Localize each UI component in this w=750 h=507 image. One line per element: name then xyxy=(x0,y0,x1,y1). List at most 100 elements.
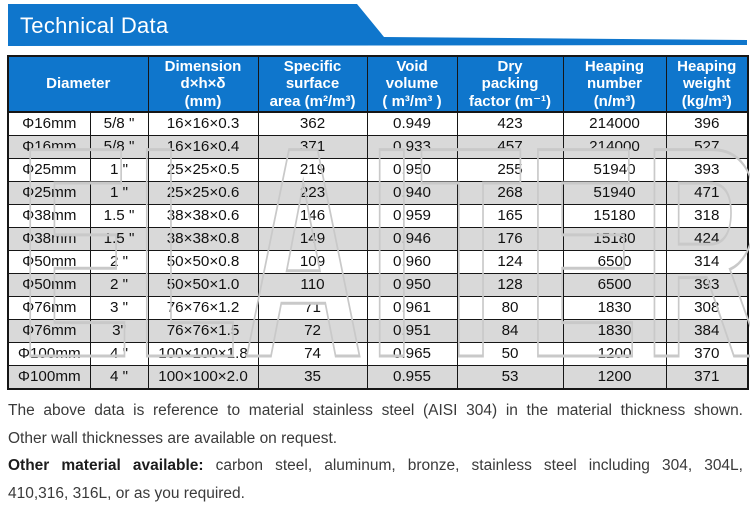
table-cell: Φ100mm xyxy=(8,366,90,390)
table-cell: 1830 xyxy=(563,320,666,343)
table-cell: Φ16mm xyxy=(8,136,90,159)
table-cell: 72 xyxy=(258,320,367,343)
table-cell: 76×76×1.2 xyxy=(148,297,258,320)
table-cell: 0.959 xyxy=(367,205,457,228)
table-cell: Φ76mm xyxy=(8,320,90,343)
table-cell: 0.965 xyxy=(367,343,457,366)
table-cell: 146 xyxy=(258,205,367,228)
header-diameter: Diameter xyxy=(8,56,148,112)
note-line-1: The above data is reference to material … xyxy=(8,397,743,425)
table-cell: 0.955 xyxy=(367,366,457,390)
table-cell: 393 xyxy=(666,274,748,297)
table-cell: Φ25mm xyxy=(8,182,90,205)
page-title: Technical Data xyxy=(20,13,169,39)
title-banner: Technical Data xyxy=(0,4,750,46)
table-cell: 255 xyxy=(457,159,563,182)
table-cell: Φ38mm xyxy=(8,228,90,251)
header-void-volume: Void volume ( m³/m³ ) xyxy=(367,56,457,112)
table-cell: 268 xyxy=(457,182,563,205)
table-cell: 165 xyxy=(457,205,563,228)
table-cell: 362 xyxy=(258,112,367,136)
table-cell: 38×38×0.8 xyxy=(148,228,258,251)
table-cell: 15180 xyxy=(563,228,666,251)
table-cell: 128 xyxy=(457,274,563,297)
table-cell: 0.961 xyxy=(367,297,457,320)
table-cell: 3 " xyxy=(90,297,148,320)
table-cell: 384 xyxy=(666,320,748,343)
table-cell: 0.933 xyxy=(367,136,457,159)
table-cell: 5/8 " xyxy=(90,136,148,159)
table-cell: 100×100×1.8 xyxy=(148,343,258,366)
table-cell: 84 xyxy=(457,320,563,343)
table-cell: 0.951 xyxy=(367,320,457,343)
table-cell: 1200 xyxy=(563,343,666,366)
table-cell: Φ25mm xyxy=(8,159,90,182)
table-cell: 76×76×1.5 xyxy=(148,320,258,343)
table-cell: 214000 xyxy=(563,136,666,159)
table-cell: 51940 xyxy=(563,159,666,182)
table-cell: 0.940 xyxy=(367,182,457,205)
table-header-row: Diameter Dimension d×h×δ (mm) Specific s… xyxy=(8,56,748,112)
note-line-3: Other material available: carbon steel, … xyxy=(8,452,743,480)
table-cell: 1.5 " xyxy=(90,205,148,228)
table-cell: 393 xyxy=(666,159,748,182)
table-cell: 0.949 xyxy=(367,112,457,136)
table-cell: 0.960 xyxy=(367,251,457,274)
technical-data-table: Diameter Dimension d×h×δ (mm) Specific s… xyxy=(7,55,747,390)
table-cell: 4 " xyxy=(90,366,148,390)
table-cell: 423 xyxy=(457,112,563,136)
table-cell: 527 xyxy=(666,136,748,159)
table-cell: 219 xyxy=(258,159,367,182)
header-heaping-number: Heaping number (n/m³) xyxy=(563,56,666,112)
header-heaping-weight: Heaping weight (kg/m³) xyxy=(666,56,748,112)
table-cell: 53 xyxy=(457,366,563,390)
data-table: Diameter Dimension d×h×δ (mm) Specific s… xyxy=(7,55,749,390)
table-cell: 16×16×0.3 xyxy=(148,112,258,136)
table-cell: 370 xyxy=(666,343,748,366)
table-cell: 1.5 " xyxy=(90,228,148,251)
table-cell: 80 xyxy=(457,297,563,320)
table-cell: 3" xyxy=(90,320,148,343)
table-cell: 124 xyxy=(457,251,563,274)
table-cell: 16×16×0.4 xyxy=(148,136,258,159)
table-cell: 314 xyxy=(666,251,748,274)
table-cell: 371 xyxy=(666,366,748,390)
note-line-2: Other wall thicknesses are available on … xyxy=(8,425,743,453)
table-cell: 50×50×0.8 xyxy=(148,251,258,274)
table-cell: 0.950 xyxy=(367,274,457,297)
table-cell: 5/8 " xyxy=(90,112,148,136)
table-cell: 109 xyxy=(258,251,367,274)
note-line-3-rest: carbon steel, aluminum, bronze, stainles… xyxy=(204,457,743,474)
note-bold-lead: Other material available: xyxy=(8,457,204,474)
table-cell: 51940 xyxy=(563,182,666,205)
table-cell: Φ76mm xyxy=(8,297,90,320)
table-cell: 371 xyxy=(258,136,367,159)
table-cell: Φ16mm xyxy=(8,112,90,136)
table-cell: 25×25×0.5 xyxy=(148,159,258,182)
header-dimension: Dimension d×h×δ (mm) xyxy=(148,56,258,112)
table-cell: 50×50×1.0 xyxy=(148,274,258,297)
table-cell: Φ100mm xyxy=(8,343,90,366)
table-cell: 4 " xyxy=(90,343,148,366)
table-cell: 1830 xyxy=(563,297,666,320)
table-cell: 308 xyxy=(666,297,748,320)
table-cell: Φ38mm xyxy=(8,205,90,228)
table-cell: 214000 xyxy=(563,112,666,136)
header-specific-surface-area: Specific surface area (m²/m³) xyxy=(258,56,367,112)
table-cell: 457 xyxy=(457,136,563,159)
table-cell: Φ50mm xyxy=(8,274,90,297)
table-cell: 6500 xyxy=(563,274,666,297)
table-cell: 424 xyxy=(666,228,748,251)
table-cell: Φ50mm xyxy=(8,251,90,274)
